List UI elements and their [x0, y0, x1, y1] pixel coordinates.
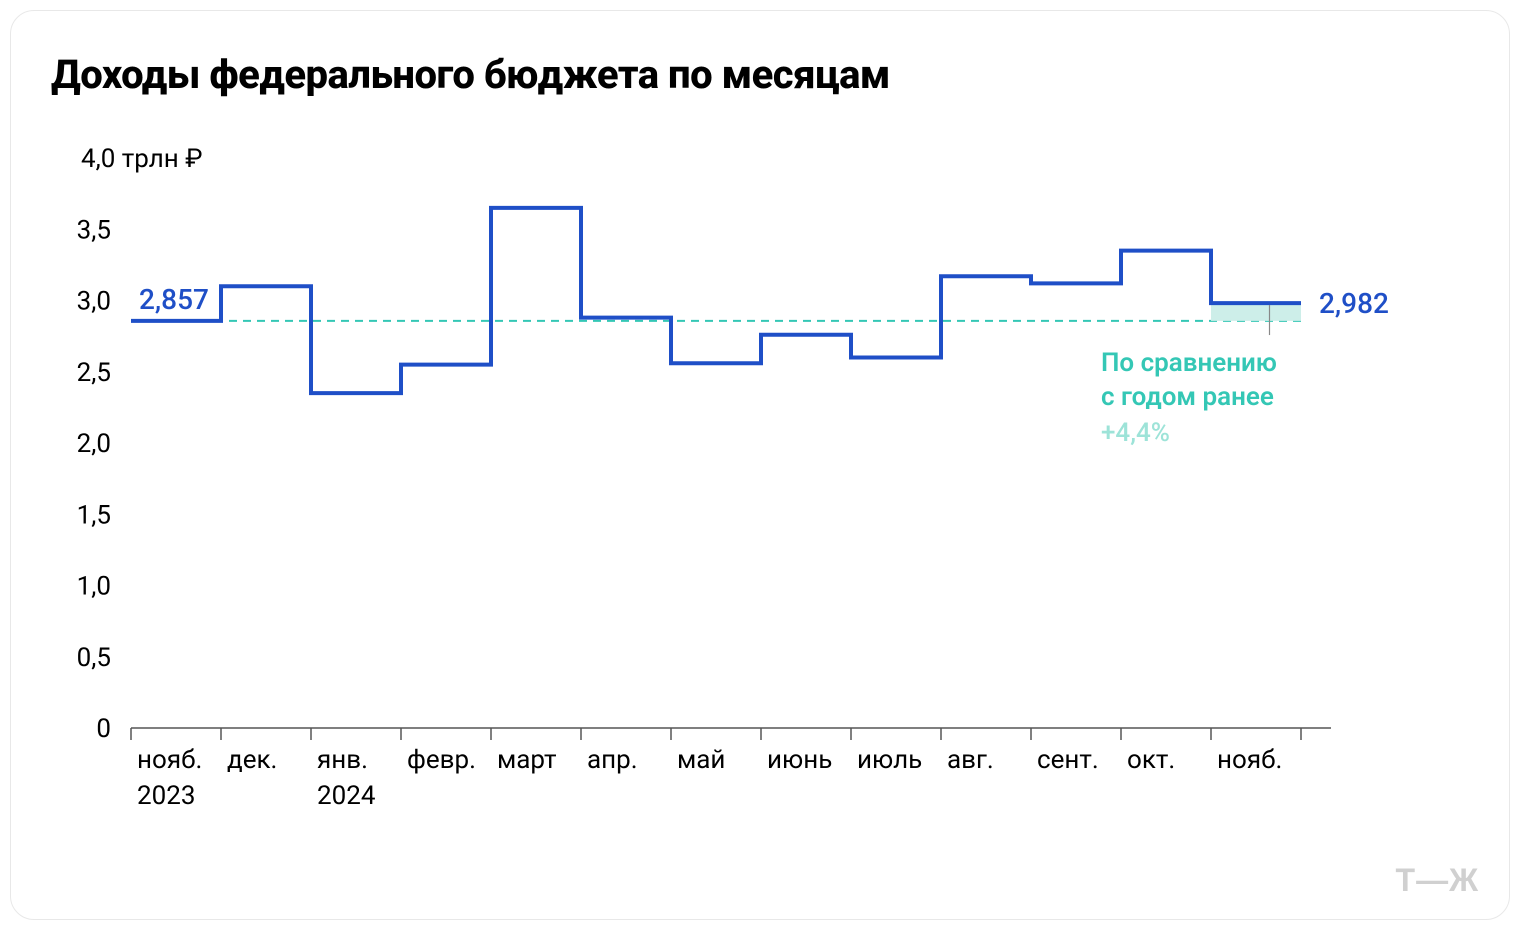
x-tick-label: авг. — [947, 745, 994, 775]
x-tick-label: июль — [857, 745, 922, 775]
y-tick-label: 1,0 — [77, 572, 111, 602]
y-tick-label: 0 — [96, 714, 111, 744]
y-axis-unit-label: 4,0 трлн ₽ — [81, 144, 202, 174]
comparison-fill — [1211, 303, 1301, 321]
chart-area: 0 0,5 1,0 1,5 2,0 2,5 3,0 3,5 4,0 трлн ₽ нояб. 202… — [51, 128, 1469, 848]
x-tick-label: март — [497, 745, 557, 775]
compare-label-line1: По сравнению — [1101, 348, 1277, 378]
x-tick-label: апр. — [587, 745, 638, 775]
chart-title: Доходы федерального бюджета по месяцам — [51, 51, 1469, 98]
x-tick-label: дек. — [227, 745, 277, 775]
first-value-callout: 2,857 — [139, 283, 209, 316]
brand-logo: Т—Ж — [1396, 862, 1479, 899]
y-tick-label: 3,5 — [77, 215, 111, 245]
chart-card: Доходы федерального бюджета по месяцам 0… — [10, 10, 1510, 920]
x-tick-label: февр. — [407, 745, 476, 775]
x-tick-year: 2023 — [137, 781, 195, 811]
y-tick-label: 0,5 — [77, 643, 111, 673]
compare-pct: +4,4% — [1101, 418, 1170, 448]
x-tick-label: окт. — [1127, 745, 1175, 775]
x-tick-label: июнь — [767, 745, 832, 775]
step-chart-svg: 0 0,5 1,0 1,5 2,0 2,5 3,0 3,5 4,0 трлн ₽ нояб. 202… — [51, 128, 1471, 848]
x-tick-label: май — [677, 745, 725, 775]
x-tick-label: янв. — [317, 745, 368, 775]
x-tick-label: нояб. — [1217, 745, 1282, 775]
x-tick-label: нояб. — [137, 745, 202, 775]
y-tick-label: 2,5 — [77, 358, 111, 388]
y-tick-label: 1,5 — [77, 500, 111, 530]
x-tick-label: сент. — [1037, 745, 1099, 775]
x-tick-year: 2024 — [317, 781, 376, 811]
last-value-callout: 2,982 — [1319, 287, 1389, 320]
y-tick-label: 2,0 — [77, 429, 111, 459]
y-tick-label: 3,0 — [77, 287, 111, 317]
compare-label-line2: с годом ранее — [1101, 382, 1274, 412]
